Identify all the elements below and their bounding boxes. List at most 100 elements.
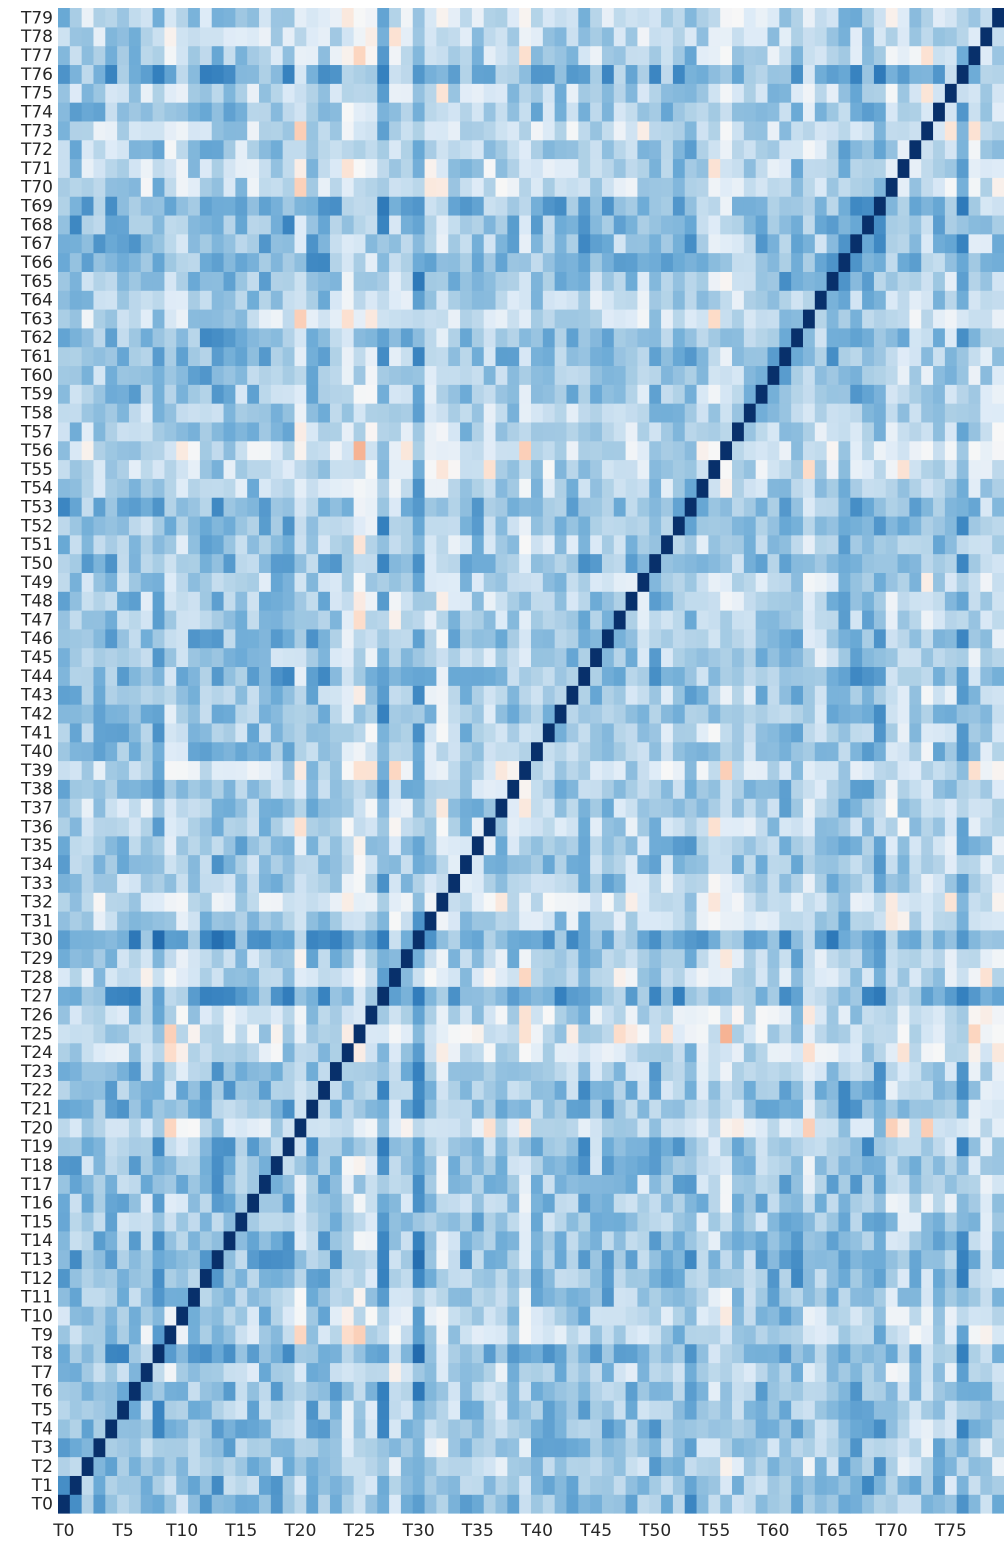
heatmap-cell [803, 1137, 815, 1156]
heatmap-cell [815, 1062, 827, 1081]
heatmap-cell [590, 836, 602, 855]
heatmap-cell [779, 1344, 791, 1363]
heatmap-cell [164, 817, 176, 836]
heatmap-cell [153, 478, 165, 497]
heatmap-cell [330, 460, 342, 479]
heatmap-cell [756, 798, 768, 817]
heatmap-cell [768, 892, 780, 911]
heatmap-cell [484, 1156, 496, 1175]
heatmap-cell [129, 347, 141, 366]
heatmap-cell [354, 460, 366, 479]
heatmap-cell [862, 1381, 874, 1400]
heatmap-cell [768, 1231, 780, 1250]
heatmap-cell [566, 648, 578, 667]
heatmap-cell [933, 685, 945, 704]
heatmap-cell [637, 497, 649, 516]
heatmap-cell [164, 516, 176, 535]
heatmap-cell [933, 629, 945, 648]
heatmap-cell [531, 1118, 543, 1137]
heatmap-cell [933, 1080, 945, 1099]
heatmap-cell [212, 422, 224, 441]
heatmap-cell [626, 892, 638, 911]
heatmap-cell [768, 949, 780, 968]
heatmap-cell [235, 629, 247, 648]
heatmap-cell [306, 1381, 318, 1400]
heatmap-cell [93, 1250, 105, 1269]
heatmap-cell [153, 1475, 165, 1494]
heatmap-cell [555, 666, 567, 685]
heatmap-cell [815, 949, 827, 968]
heatmap-cell [176, 761, 188, 780]
heatmap-cell [93, 1080, 105, 1099]
heatmap-cell [720, 1325, 732, 1344]
heatmap-cell [945, 1438, 957, 1457]
heatmap-cell [661, 554, 673, 573]
heatmap-cell [850, 384, 862, 403]
heatmap-cell [827, 478, 839, 497]
heatmap-cell [637, 685, 649, 704]
heatmap-cell [507, 403, 519, 422]
heatmap-cell [507, 535, 519, 554]
heatmap-cell [862, 1268, 874, 1287]
heatmap-cell [578, 1363, 590, 1382]
heatmap-cell [141, 384, 153, 403]
heatmap-cell [661, 1174, 673, 1193]
heatmap-cell [744, 911, 756, 930]
heatmap-cell [259, 666, 271, 685]
heatmap-cell [58, 347, 70, 366]
heatmap-cell [259, 836, 271, 855]
heatmap-cell [614, 347, 626, 366]
heatmap-cell [980, 648, 992, 667]
heatmap-cell [129, 761, 141, 780]
heatmap-cell [365, 1344, 377, 1363]
heatmap-cell [153, 817, 165, 836]
heatmap-cell [578, 892, 590, 911]
heatmap-cell [921, 1457, 933, 1476]
heatmap-cell [295, 1457, 307, 1476]
heatmap-cell [815, 836, 827, 855]
heatmap-cell [779, 1400, 791, 1419]
heatmap-cell [874, 685, 886, 704]
heatmap-cell [980, 1306, 992, 1325]
heatmap-cell [176, 478, 188, 497]
heatmap-cell [649, 666, 661, 685]
heatmap-cell [708, 967, 720, 986]
heatmap-cell [295, 516, 307, 535]
heatmap-cell [886, 1193, 898, 1212]
heatmap-cell [188, 572, 200, 591]
heatmap-cell [82, 836, 94, 855]
heatmap-cell [697, 911, 709, 930]
heatmap-cell [555, 723, 567, 742]
heatmap-cell [555, 1174, 567, 1193]
heatmap-cell [992, 554, 1004, 573]
heatmap-cell [602, 554, 614, 573]
heatmap-cell [235, 685, 247, 704]
heatmap-cell [590, 986, 602, 1005]
heatmap-cell [259, 460, 271, 479]
heatmap-cell [685, 761, 697, 780]
heatmap-cell [791, 1268, 803, 1287]
heatmap-cell [235, 1212, 247, 1231]
heatmap-cell [850, 1137, 862, 1156]
heatmap-cell [164, 761, 176, 780]
heatmap-cell [590, 666, 602, 685]
heatmap-cell [614, 855, 626, 874]
heatmap-cell [82, 1043, 94, 1062]
heatmap-cell [176, 1250, 188, 1269]
heatmap-cell [756, 855, 768, 874]
heatmap-cell [153, 497, 165, 516]
heatmap-cell [708, 1080, 720, 1099]
heatmap-cell [306, 1174, 318, 1193]
heatmap-cell [377, 591, 389, 610]
heatmap-cell [685, 1344, 697, 1363]
heatmap-cell [425, 328, 437, 347]
heatmap-cell [224, 873, 236, 892]
heatmap-cell [886, 873, 898, 892]
heatmap-cell [566, 742, 578, 761]
heatmap-cell [957, 610, 969, 629]
heatmap-cell [496, 365, 508, 384]
heatmap-cell [224, 554, 236, 573]
heatmap-cell [176, 535, 188, 554]
heatmap-cell [141, 1193, 153, 1212]
heatmap-cell [377, 365, 389, 384]
